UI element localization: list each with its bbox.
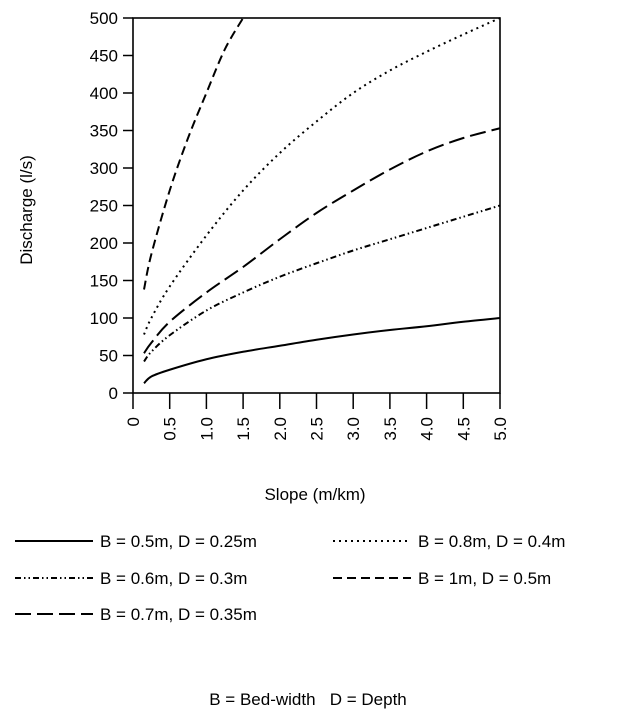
legend-label: B = 0.8m, D = 0.4m [418,532,565,551]
series-line-4 [143,17,501,335]
legend-label: B = 0.7m, D = 0.35m [100,605,257,624]
y-tick-label: 0 [109,384,118,403]
y-tick-label: 200 [90,234,118,253]
y-tick-label: 450 [90,47,118,66]
series-line-5 [143,17,244,290]
y-tick-label: 100 [90,309,118,328]
y-tick-label: 300 [90,159,118,178]
series-line-1 [143,317,501,384]
legend-label: B = 0.6m, D = 0.3m [100,569,247,588]
x-tick-label: 3.0 [344,417,363,441]
x-tick-label: 0.5 [161,417,180,441]
series-line-3 [143,127,501,354]
x-tick-label: 4.0 [418,417,437,441]
legend-label: B = 0.5m, D = 0.25m [100,532,257,551]
x-tick-label: 0 [124,417,143,426]
x-tick-label: 4.5 [454,417,473,441]
legend-label: B = 1m, D = 0.5m [418,569,551,588]
x-tick-label: 2.5 [308,417,327,441]
legend: B = 0.5m, D = 0.25m B = 0.8m, D = 0.4m B =… [15,532,565,624]
x-axis-title: Slope (m/km) [264,485,365,504]
y-tick-label: 50 [99,347,118,366]
x-tick-label: 1.0 [197,417,216,441]
y-tick-label: 500 [90,9,118,28]
y-tick-label: 350 [90,122,118,141]
x-tick-label: 3.5 [381,417,400,441]
y-axis-title: Discharge (l/s) [17,155,36,265]
x-tick-label: 2.0 [271,417,290,441]
legend-note: B = Bed-width D = Depth [209,690,407,709]
plot-border [132,17,501,394]
plot-area [132,17,501,394]
series-lines [143,17,501,384]
x-tick-label: 1.5 [234,417,253,441]
y-axis: 0 50 100 150 200 250 300 350 400 450 500 [90,9,133,403]
y-tick-label: 150 [90,272,118,291]
y-tick-label: 400 [90,84,118,103]
series-line-2 [143,204,501,363]
x-axis: 0 0.5 1.0 1.5 2.0 2.5 3.0 3.5 4.0 4.5 5.0 [124,393,510,441]
y-tick-label: 250 [90,197,118,216]
x-tick-label: 5.0 [491,417,510,441]
